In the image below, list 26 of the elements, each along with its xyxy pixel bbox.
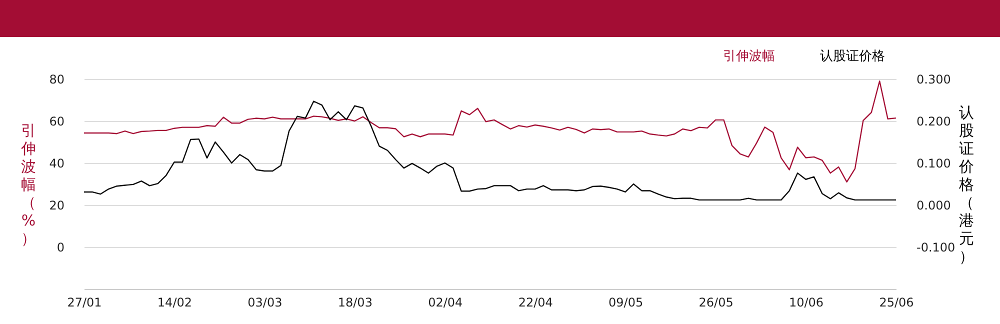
text: 认股证价格 (820, 48, 885, 64)
line-series (83, 100, 897, 201)
x-tick-label: 27/01 (67, 296, 102, 310)
x-tick-label: 14/02 (157, 296, 192, 310)
y-tick-label: 40 (49, 156, 64, 170)
y-axis-title: 引伸波幅（%） (20, 122, 36, 248)
y-tick-label: 0 (56, 240, 64, 254)
x-tick-label: 02/04 (428, 296, 463, 310)
y2-tick-label: 0.000 (916, 198, 951, 212)
y-tick-label: 60 (49, 114, 64, 128)
line-series (83, 80, 897, 182)
y-tick-label: 20 (49, 198, 64, 212)
y2-tick-label: 0.300 (916, 72, 951, 86)
x-tick-label: 22/04 (518, 296, 553, 310)
text: 认股证价格（港元） (959, 104, 974, 266)
y2-tick-label: -0.100 (916, 240, 956, 254)
x-tick-label: 03/03 (248, 296, 282, 310)
y-tick-label: 80 (49, 72, 64, 86)
x-tick-label: 25/06 (879, 296, 914, 310)
y2-tick-label: 0.200 (916, 114, 951, 128)
x-tick-label: 09/05 (608, 296, 644, 310)
text: 引伸波幅 (723, 48, 775, 64)
y2-tick-label: 0.100 (916, 156, 951, 170)
x-tick-label: 26/05 (698, 296, 734, 310)
x-tick-label: 10/06 (788, 296, 824, 310)
x-tick-label: 18/03 (338, 296, 372, 310)
